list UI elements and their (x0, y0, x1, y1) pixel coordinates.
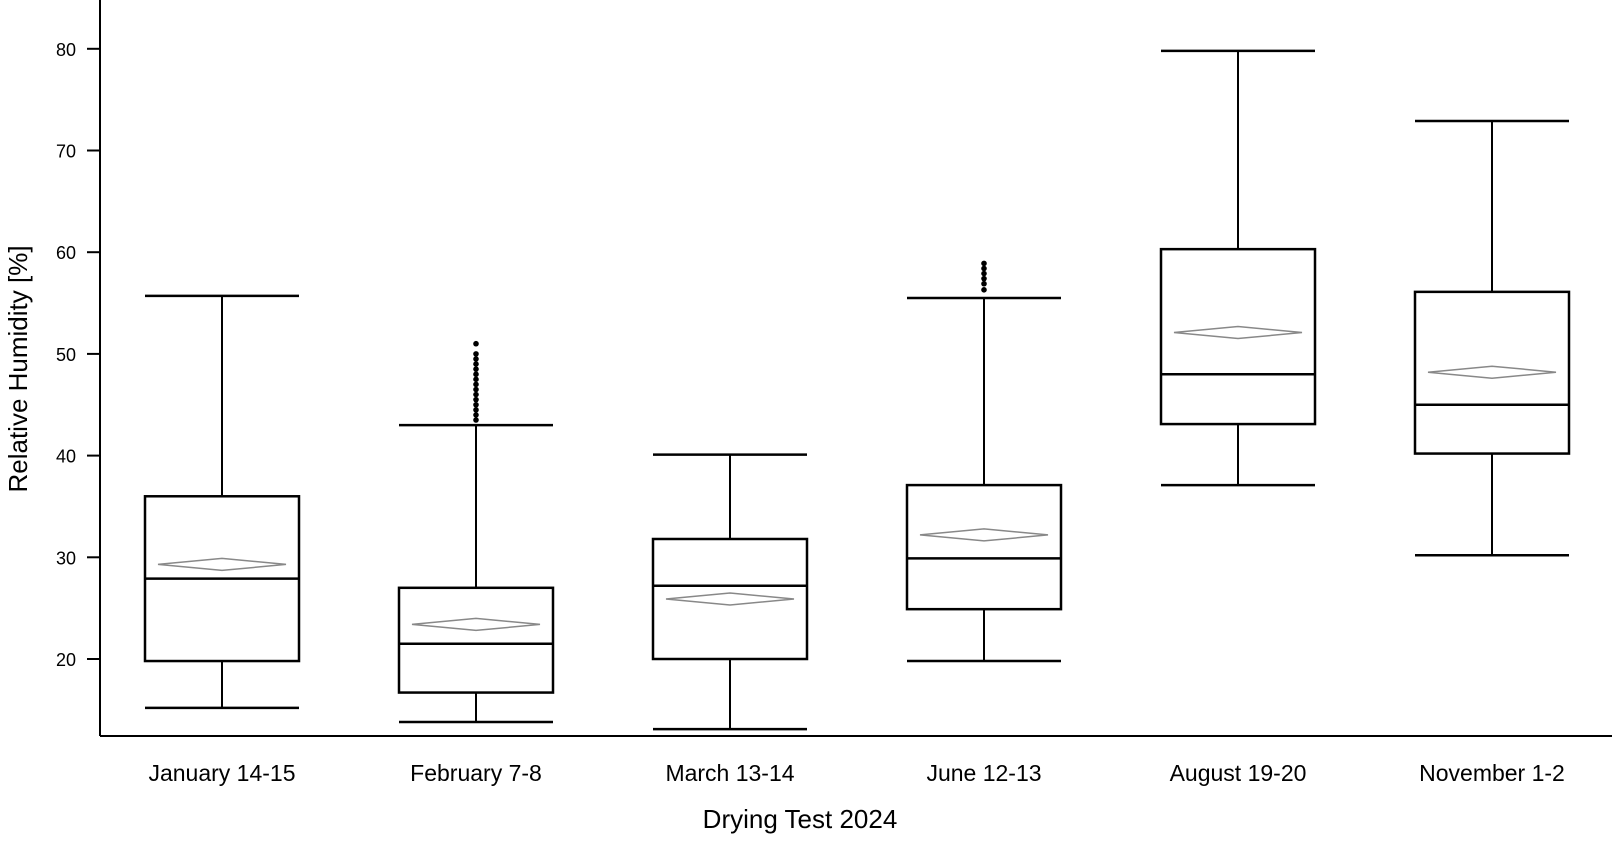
x-tick-label: November 1-2 (1419, 760, 1565, 786)
outlier-point (473, 340, 479, 347)
outlier-point (981, 270, 987, 277)
iqr-box (1159, 247, 1317, 426)
outlier-point (473, 407, 479, 413)
x-tick-label: March 13-14 (665, 760, 794, 786)
y-tick-label: 60 (56, 243, 76, 263)
outlier-point (981, 280, 987, 287)
outlier-point (473, 366, 479, 372)
outlier-point (981, 275, 987, 282)
box-series (143, 49, 1571, 731)
box-group (651, 453, 809, 731)
y-axis: 20 30 40 50 60 70 80 (56, 0, 101, 736)
box-group (397, 340, 555, 724)
y-tick-label: 30 (56, 548, 76, 568)
mean-diamond (665, 592, 795, 606)
outlier-point (473, 351, 479, 357)
x-axis-title: Drying Test 2024 (703, 804, 898, 834)
y-axis-title: Relative Humidity [%] (3, 245, 33, 492)
box-group (143, 294, 301, 710)
outlier-point (473, 401, 479, 408)
outlier-point (981, 287, 987, 293)
mean-diamond (411, 617, 541, 632)
outlier-point (473, 376, 479, 383)
box-group (1413, 119, 1571, 557)
outlier-point (473, 361, 479, 367)
iqr-box (397, 586, 555, 694)
y-tick-label: 40 (56, 447, 76, 467)
outlier-point (473, 356, 479, 362)
x-tick-label: August 19-20 (1170, 760, 1307, 786)
outlier-point (473, 371, 479, 378)
x-tick-label: February 7-8 (410, 760, 542, 786)
outlier-point (473, 391, 479, 398)
iqr-box (651, 537, 809, 661)
mean-diamond (1427, 365, 1557, 379)
mean-diamond (157, 557, 287, 572)
mean-diamond (1173, 325, 1303, 340)
box-group (1159, 49, 1317, 487)
x-tick-label: June 12-13 (926, 760, 1041, 786)
outlier-point (981, 265, 987, 272)
outlier-point (981, 260, 987, 267)
outlier-point (473, 396, 479, 403)
y-tick-label: 80 (56, 40, 76, 60)
outlier-point (473, 381, 479, 388)
iqr-box (905, 483, 1063, 611)
y-tick-label: 70 (56, 142, 76, 162)
y-tick-label: 20 (56, 650, 76, 670)
box-group (905, 260, 1063, 663)
x-axis: January 14-15 February 7-8 March 13-14 June… (100, 735, 1612, 786)
outlier-point (473, 386, 479, 393)
y-tick-label: 50 (56, 345, 76, 365)
outlier-point (473, 417, 479, 423)
outlier-point (473, 412, 479, 418)
mean-diamond (919, 528, 1049, 542)
x-tick-label: January 14-15 (148, 760, 295, 786)
